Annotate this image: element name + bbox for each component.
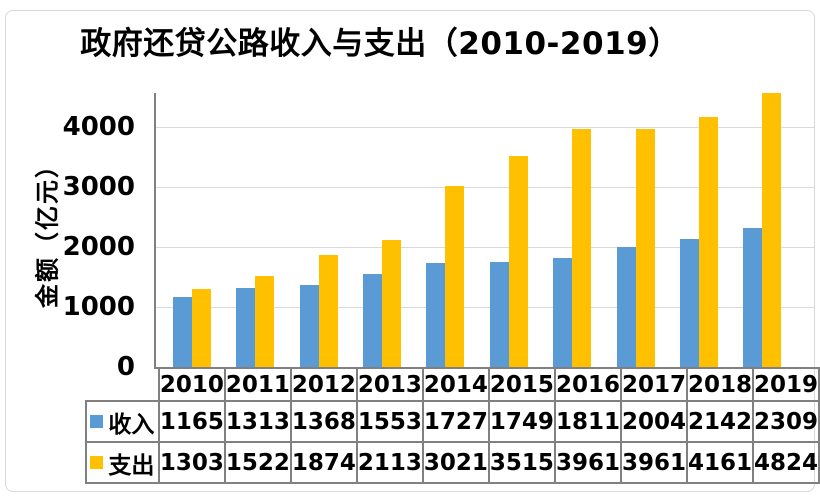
year-cell-2014: 2014 [421,367,490,402]
bar-expense-2019 [762,93,782,367]
bar-income-2017 [616,246,636,367]
value-cell-expense-2017: 3961 [619,441,688,484]
legend-cell-expense: 支出 [85,441,160,484]
bar-expense-2015 [508,156,528,367]
value-cell-income-2016: 1811 [553,400,622,443]
value-cell-income-2014: 1727 [421,400,490,443]
gridline-2000 [155,246,814,248]
chart-title: 政府还贷公路收入与支出（2010-2019） [80,26,680,62]
data-table: 2010 2011 2012 2013 2014 2015 2016 2017 2018 2019… [85,367,820,484]
year-cell-2010: 2010 [157,367,226,402]
chart-frame [5,10,815,492]
year-cell-2013: 2013 [355,367,424,402]
legend-label-income: 收入 [108,411,155,438]
y-tick-label-1000: 1000 [62,292,135,322]
bar-expense-2012 [318,254,338,367]
value-cell-expense-2019: 4824 [751,441,820,484]
year-cell-2019: 2019 [751,367,820,402]
year-cell-2012: 2012 [289,367,358,402]
y-tick-label-4000: 4000 [62,112,135,143]
value-cell-expense-2018: 4161 [685,441,754,484]
gridline-1000 [155,306,814,308]
bar-expense-2010 [191,288,211,367]
year-cell-2015: 2015 [487,367,556,402]
bar-expense-2014 [445,185,465,367]
value-cell-income-2011: 1313 [223,400,292,443]
plot-area [160,93,794,367]
bar-expense-2011 [255,275,275,367]
year-cell-2017: 2017 [619,367,688,402]
value-cell-income-2018: 2142 [685,400,754,443]
bar-income-2019 [743,228,763,367]
table-corner-blank [86,368,159,401]
value-cell-expense-2013: 2113 [355,441,424,484]
value-cell-expense-2012: 1874 [289,441,358,484]
y-tick-label-3000: 3000 [62,172,135,202]
bar-income-2011 [236,288,256,367]
year-cell-2016: 2016 [553,367,622,402]
bar-income-2015 [489,262,509,367]
value-cell-income-2019: 2309 [751,400,820,443]
value-cell-expense-2015: 3515 [487,441,556,484]
value-cell-income-2017: 2004 [619,400,688,443]
year-cell-2018: 2018 [685,367,754,402]
bar-expense-2017 [635,129,655,367]
value-cell-income-2012: 1368 [289,400,358,443]
value-cell-income-2010: 1165 [157,400,226,443]
bar-income-2018 [679,238,699,367]
series-row-expense: 支出 1303 1522 1874 2113 3021 3515 3961 3961 4161 48… [85,441,820,484]
value-cell-expense-2010: 1303 [157,441,226,484]
value-cell-income-2013: 1553 [355,400,424,443]
legend-swatch-expense-icon [90,456,104,469]
value-cell-expense-2016: 3961 [553,441,622,484]
value-cell-expense-2014: 3021 [421,441,490,484]
legend-label-expense: 支出 [108,452,155,479]
bar-income-2014 [426,263,446,367]
bar-expense-2018 [698,117,718,367]
y-tick-label-2000: 2000 [62,232,135,262]
series-row-income: 收入 1165 1313 1368 1553 1727 1749 1811 2004 2142 23… [85,400,820,443]
year-cell-2011: 2011 [223,367,292,402]
legend-swatch-income-icon [90,415,104,428]
value-cell-income-2015: 1749 [487,400,556,443]
bar-income-2016 [553,258,573,367]
y-tick-label-0: 0 [116,352,135,382]
bar-income-2012 [299,284,319,367]
y-axis-line [154,93,156,369]
year-header-row: 2010 2011 2012 2013 2014 2015 2016 2017 2018 2019 [86,367,820,402]
gridline-4000 [155,126,814,128]
bar-expense-2013 [381,240,401,367]
legend-cell-income: 收入 [85,400,160,443]
bar-income-2010 [172,297,192,367]
bar-expense-2016 [572,129,592,367]
bar-income-2013 [362,273,382,367]
gridline-3000 [155,186,814,188]
value-cell-expense-2011: 1522 [223,441,292,484]
